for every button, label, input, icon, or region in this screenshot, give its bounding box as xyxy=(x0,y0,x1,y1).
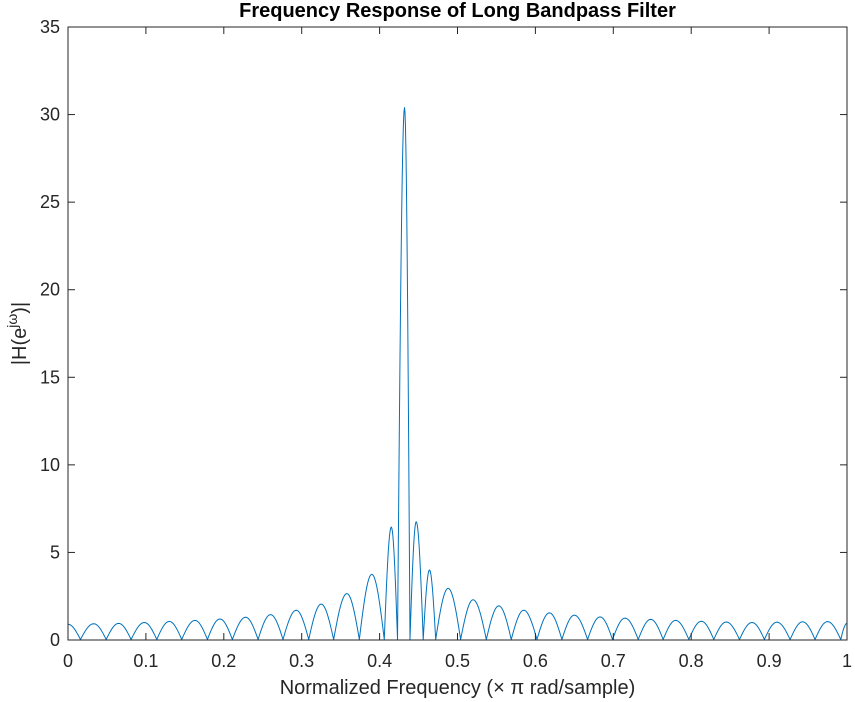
y-axis-label-superscript: jω xyxy=(4,314,20,329)
y-tick-label: 10 xyxy=(40,455,60,475)
y-tick-label: 20 xyxy=(40,280,60,300)
plot-area xyxy=(68,27,847,640)
x-tick-label: 0.5 xyxy=(445,651,470,671)
chart-title: Frequency Response of Long Bandpass Filt… xyxy=(239,0,676,22)
x-tick-label: 0.2 xyxy=(211,651,236,671)
x-tick-label: 0.4 xyxy=(367,651,392,671)
x-tick-label: 0.6 xyxy=(523,651,548,671)
y-axis-label: |H(ejω)| xyxy=(4,302,31,365)
y-axis-label-main: |H(e xyxy=(9,328,31,365)
y-tick-label: 5 xyxy=(50,542,60,562)
x-tick-label: 0.9 xyxy=(757,651,782,671)
x-axis-label: Normalized Frequency (× π rad/sample) xyxy=(280,677,636,699)
y-tick-label: 30 xyxy=(40,105,60,125)
x-tick-label: 0.8 xyxy=(679,651,704,671)
y-axis-label-end: )| xyxy=(9,302,31,314)
x-tick-label: 0 xyxy=(63,651,73,671)
series-line-0 xyxy=(67,107,848,640)
y-tick-label: 35 xyxy=(40,17,60,37)
x-tick-label: 0.1 xyxy=(133,651,158,671)
plot-background xyxy=(68,27,847,640)
x-tick-label: 0.7 xyxy=(601,651,626,671)
y-tick-label: 25 xyxy=(40,192,60,212)
y-tick-label: 0 xyxy=(50,630,60,650)
x-tick-label: 0.3 xyxy=(289,651,314,671)
data-layer xyxy=(67,107,848,640)
y-tick-label: 15 xyxy=(40,367,60,387)
axes-layer: 0 0.1 0.2 0.3 0.4 0.5 0.6 0.7 0.8 0.9 105101520253… xyxy=(40,17,852,671)
x-tick-label: 1 xyxy=(842,651,852,671)
